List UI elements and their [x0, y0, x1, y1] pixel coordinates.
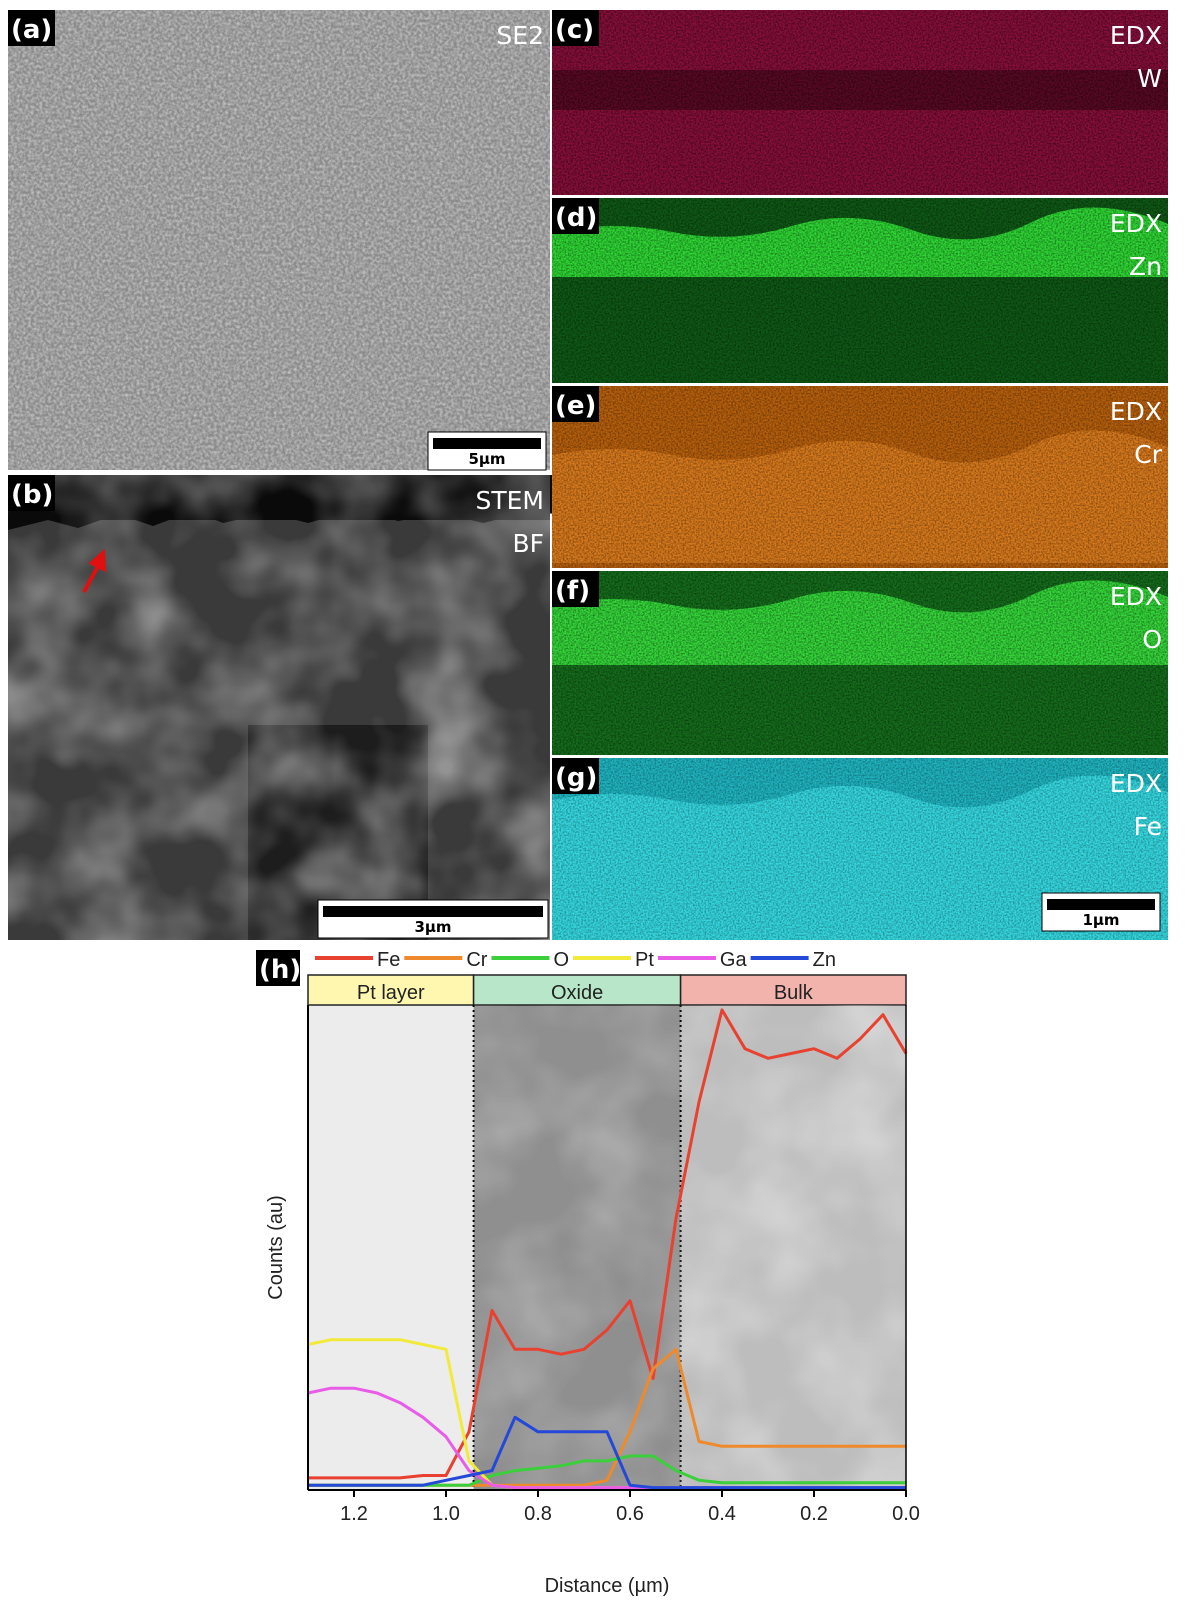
image-texture — [8, 475, 550, 940]
panel-label: (c) — [555, 15, 594, 45]
panel-label: (e) — [555, 391, 596, 421]
micrograph-panel: (g) EDX Fe 1µm — [552, 758, 1168, 940]
scale-bar — [1047, 899, 1155, 910]
scale-bar — [433, 438, 541, 449]
panel-tag: SE2 — [496, 21, 544, 50]
panel-tag: EDX — [1110, 397, 1162, 426]
panel-tag: EDX — [1110, 582, 1162, 611]
panel-label: (g) — [555, 763, 597, 793]
panel-tag: Zn — [1129, 252, 1162, 281]
panel-tag: BF — [512, 529, 544, 558]
region-label: Oxide — [551, 982, 603, 1004]
x-tick-label: 0.8 — [524, 1503, 552, 1525]
x-axis-label: Distance (µm) — [545, 1575, 670, 1597]
legend-label: Zn — [813, 949, 836, 971]
scale-bar — [323, 906, 543, 917]
micrograph-panel: (b) STEM BF 3µm — [8, 475, 590, 940]
image-texture — [552, 571, 1168, 755]
image-texture — [8, 10, 550, 470]
micrograph-panel: (c) EDX W — [552, 10, 1168, 195]
x-tick-label: 1.2 — [340, 1503, 368, 1525]
region-background — [308, 1005, 474, 1490]
micrograph-panel: (a) SE2 5µm — [8, 10, 550, 470]
panel-label: (f) — [555, 576, 590, 606]
y-axis-label: Counts (au) — [265, 1195, 287, 1300]
chart-label: (h) — [259, 955, 301, 985]
panel-label: (b) — [11, 480, 53, 510]
oxide-texture — [474, 1005, 681, 1490]
region-label: Pt layer — [357, 982, 425, 1004]
micrograph-panel: (f) EDX O — [552, 571, 1168, 755]
legend-label: Pt — [635, 949, 654, 971]
x-tick-label: 0.0 — [892, 1503, 920, 1525]
panel-tag: Cr — [1134, 440, 1162, 469]
x-tick-label: 0.4 — [708, 1503, 736, 1525]
panel-label: (d) — [555, 203, 597, 233]
bulk-texture — [681, 1005, 906, 1490]
image-texture — [552, 10, 1168, 195]
legend-label: Ga — [720, 949, 748, 971]
x-tick-label: 0.6 — [616, 1503, 644, 1525]
x-tick-label: 0.2 — [800, 1503, 828, 1525]
panel-tag: EDX — [1110, 21, 1162, 50]
panel-tag: EDX — [1110, 769, 1162, 798]
region-label: Bulk — [774, 982, 814, 1004]
figure: (a) SE2 5µm (b) STEM BF 3µm (c) EDX W (d) EDX Zn (e) E… — [0, 0, 1204, 1616]
legend-label: Fe — [377, 949, 400, 971]
panel-tag: Fe — [1134, 812, 1162, 841]
scale-bar-label: 3µm — [414, 918, 451, 936]
scale-bar-label: 1µm — [1082, 911, 1119, 929]
panel-label: (a) — [11, 15, 52, 45]
micrograph-panel: (d) EDX Zn — [552, 198, 1168, 383]
panel-tag: EDX — [1110, 209, 1162, 238]
panel-tag: W — [1137, 64, 1162, 93]
legend-label: Cr — [466, 949, 487, 971]
panel-tag: STEM — [475, 486, 544, 515]
panel-tag: O — [1142, 625, 1162, 654]
scale-bar-label: 5µm — [468, 450, 505, 468]
legend-label: O — [553, 949, 569, 971]
image-texture — [552, 386, 1168, 568]
x-tick-label: 1.0 — [432, 1503, 460, 1525]
micrograph-panel: (e) EDX Cr — [552, 386, 1168, 568]
image-texture — [552, 198, 1168, 383]
